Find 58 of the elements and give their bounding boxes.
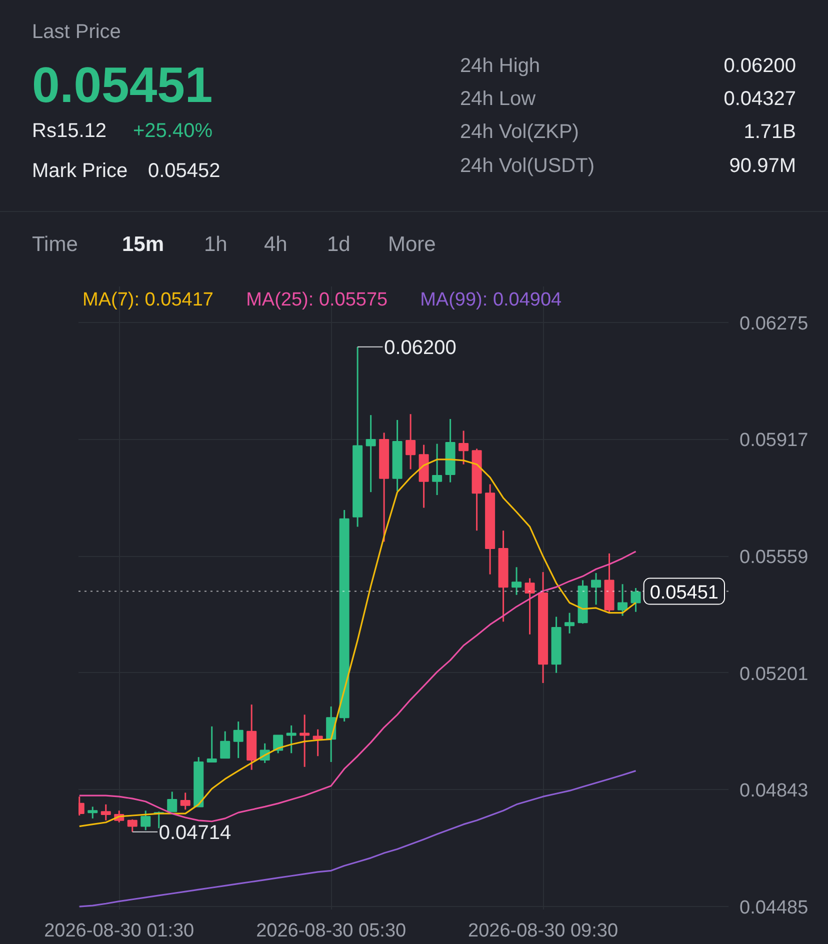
text: Last Price (32, 20, 121, 45)
text: Mark Price (32, 159, 128, 184)
candlestick (233, 720, 244, 759)
candlestick (312, 728, 323, 757)
text: MA(7): 0.05417 (82, 290, 214, 310)
y-tick-label: 0.05917 (740, 430, 808, 452)
text: +25.40% (133, 119, 213, 144)
candlestick (564, 612, 575, 634)
text: 1.71B (744, 120, 796, 145)
line-series (78, 770, 637, 908)
y-tick-label: 0.04485 (740, 898, 808, 919)
text: MA(99): 0.04904 (420, 290, 562, 310)
y-tick-label: 0.05559 (740, 547, 808, 568)
candlestick (366, 414, 376, 493)
text: 0.06200 (724, 54, 796, 79)
text: 90.97M (729, 154, 796, 179)
candlestick (88, 806, 98, 820)
candlestick (140, 810, 151, 831)
y-tick-label: 0.04843 (740, 780, 808, 802)
x-tick-label: 2026-08-30 01:30 (44, 920, 194, 942)
text: 0.05452 (148, 159, 220, 184)
y-tick-label: 0.06275 (740, 313, 808, 334)
candlestick (220, 730, 230, 759)
x-tick-label: 2026-08-30 05:30 (256, 920, 406, 942)
line-series (78, 550, 637, 822)
candlestick (512, 566, 522, 596)
text: 24h High (460, 54, 540, 79)
candlestick (618, 583, 628, 617)
candlestick (180, 792, 190, 810)
candlestick (167, 790, 178, 812)
candlestick (524, 578, 535, 636)
x-tick-label: 2026-08-30 09:30 (468, 920, 618, 942)
text: 24h Low (460, 87, 536, 112)
text: More (388, 232, 436, 258)
candlestick (406, 413, 416, 470)
text: 1h (204, 232, 228, 258)
y-tick-label: 0.05201 (740, 664, 808, 685)
text: MA(25): 0.05575 (246, 290, 388, 310)
text: 24h Vol(USDT) (460, 154, 594, 179)
text: 0.04327 (724, 87, 796, 112)
candlestick (100, 804, 111, 822)
annotation: 0.06200 (384, 336, 456, 359)
candlestick (127, 818, 138, 833)
text: Time (32, 232, 78, 258)
text: 15m (122, 232, 164, 258)
text: 0.05451 (32, 56, 213, 115)
candlestick (273, 734, 284, 754)
text: 24h Vol(ZKP) (460, 120, 579, 145)
candlestick (591, 572, 602, 606)
text: 4h (264, 232, 288, 258)
candlestick (630, 587, 641, 613)
text: Rs15.12 (32, 119, 106, 144)
annotation: 0.04714 (158, 822, 232, 844)
candlestick (206, 726, 217, 763)
text: 1d (327, 232, 350, 258)
candlestick (432, 443, 442, 496)
ref-line-label: 0.05451 (650, 582, 719, 604)
candlestick (458, 430, 469, 466)
